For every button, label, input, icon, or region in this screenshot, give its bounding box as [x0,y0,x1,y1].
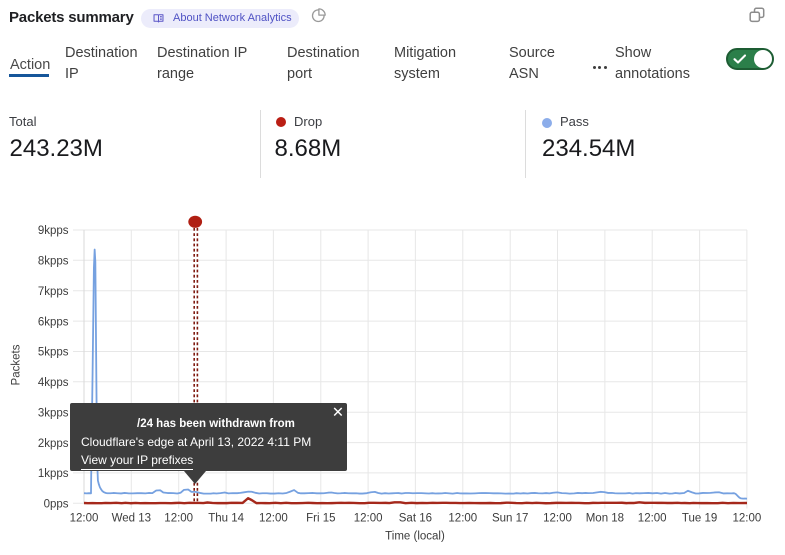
svg-text:Time (local): Time (local) [385,530,445,542]
svg-text:0pps: 0pps [44,499,69,511]
svg-text:Sat 16: Sat 16 [399,512,432,524]
svg-text:Tue 19: Tue 19 [682,512,717,524]
svg-text:4kpps: 4kpps [38,377,69,389]
svg-text:Mon 18: Mon 18 [586,512,624,524]
svg-text:12:00: 12:00 [543,512,572,524]
svg-text:9kpps: 9kpps [38,225,69,237]
svg-text:12:00: 12:00 [354,512,383,524]
svg-text:Wed 13: Wed 13 [112,512,151,524]
svg-text:5kpps: 5kpps [38,347,69,359]
svg-text:1kpps: 1kpps [38,468,69,480]
svg-text:12:00: 12:00 [70,512,99,524]
svg-text:12:00: 12:00 [448,512,477,524]
svg-text:Sun 17: Sun 17 [492,512,528,524]
svg-text:6kpps: 6kpps [38,316,69,328]
svg-text:Fri 15: Fri 15 [306,512,335,524]
svg-text:12:00: 12:00 [164,512,193,524]
svg-text:Packets: Packets [11,344,23,385]
svg-text:12:00: 12:00 [733,512,762,524]
svg-text:12:00: 12:00 [638,512,667,524]
svg-text:2kpps: 2kpps [38,438,69,450]
svg-text:12:00: 12:00 [259,512,288,524]
svg-text:8kpps: 8kpps [38,256,69,268]
svg-text:7kpps: 7kpps [38,286,69,298]
svg-text:Thu 14: Thu 14 [208,512,244,524]
svg-text:3kpps: 3kpps [38,407,69,419]
